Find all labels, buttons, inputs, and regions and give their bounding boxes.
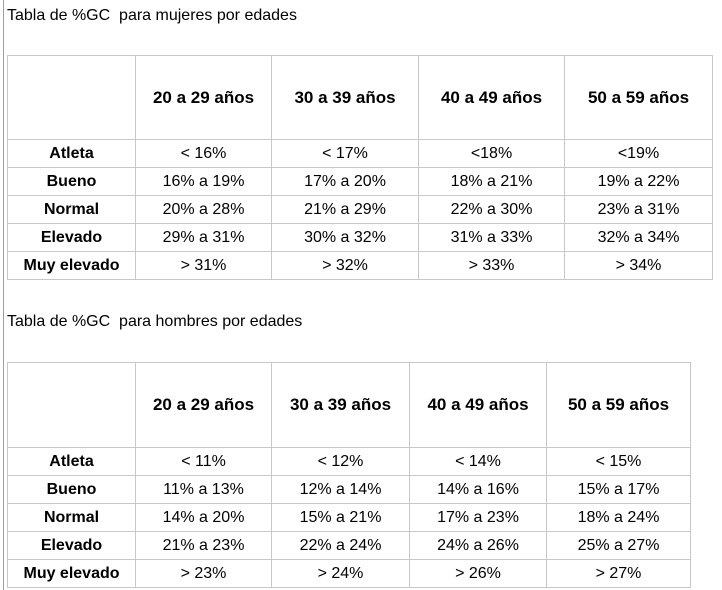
- table-cell: < 14%: [409, 447, 547, 476]
- table-row: Elevado 21% a 23% 22% a 24% 24% a 26% 25…: [7, 531, 691, 560]
- row-label: Bueno: [7, 167, 136, 196]
- table-cell: > 23%: [135, 559, 272, 588]
- table-cell: 11% a 13%: [135, 475, 272, 504]
- row-label: Muy elevado: [7, 251, 136, 280]
- table-cell: < 12%: [271, 447, 410, 476]
- table-cell: <18%: [418, 139, 565, 168]
- table-row: Elevado 29% a 31% 30% a 32% 31% a 33% 32…: [7, 223, 713, 252]
- table-cell: 22% a 30%: [418, 195, 565, 224]
- table-header-row: 20 a 29 años 30 a 39 años 40 a 49 años 5…: [7, 362, 691, 448]
- table-row: Muy elevado > 23% > 24% > 26% > 27%: [7, 559, 691, 588]
- header-age-50-59: 50 a 59 años: [546, 362, 691, 448]
- table-cell: > 34%: [564, 251, 713, 280]
- header-age-30-39: 30 a 39 años: [271, 55, 419, 140]
- header-age-40-49: 40 a 49 años: [409, 362, 547, 448]
- table-cell: 18% a 24%: [546, 503, 691, 532]
- header-age-20-29: 20 a 29 años: [135, 55, 272, 140]
- table-cell: 21% a 23%: [135, 531, 272, 560]
- women-table-caption: Tabla de %GC para mujeres por edades: [7, 7, 297, 24]
- men-table-caption: Tabla de %GC para hombres por edades: [7, 313, 303, 330]
- table-cell: <19%: [564, 139, 713, 168]
- table-row: Atleta < 11% < 12% < 14% < 15%: [7, 447, 691, 476]
- table-cell: 22% a 24%: [271, 531, 410, 560]
- row-label: Elevado: [7, 223, 136, 252]
- table-cell: 17% a 23%: [409, 503, 547, 532]
- row-label: Elevado: [7, 531, 136, 560]
- table-cell: 21% a 29%: [271, 195, 419, 224]
- table-header-row: 20 a 29 años 30 a 39 años 40 a 49 años 5…: [7, 55, 713, 140]
- table-cell: 29% a 31%: [135, 223, 272, 252]
- table-cell: 18% a 21%: [418, 167, 565, 196]
- table-cell: > 26%: [409, 559, 547, 588]
- table-cell: < 15%: [546, 447, 691, 476]
- row-label: Normal: [7, 195, 136, 224]
- table-row: Normal 14% a 20% 15% a 21% 17% a 23% 18%…: [7, 503, 691, 532]
- table-cell: > 27%: [546, 559, 691, 588]
- table-cell: 16% a 19%: [135, 167, 272, 196]
- table-cell: 25% a 27%: [546, 531, 691, 560]
- table-cell: 32% a 34%: [564, 223, 713, 252]
- header-corner-cell: [7, 55, 136, 140]
- table-row: Muy elevado > 31% > 32% > 33% > 34%: [7, 251, 713, 280]
- table-cell: 12% a 14%: [271, 475, 410, 504]
- row-label: Bueno: [7, 475, 136, 504]
- women-body-fat-table: 20 a 29 años 30 a 39 años 40 a 49 años 5…: [7, 55, 713, 280]
- row-label: Muy elevado: [7, 559, 136, 588]
- table-cell: 14% a 20%: [135, 503, 272, 532]
- table-cell: 31% a 33%: [418, 223, 565, 252]
- men-body-fat-table: 20 a 29 años 30 a 39 años 40 a 49 años 5…: [7, 362, 691, 588]
- table-row: Atleta < 16% < 17% <18% <19%: [7, 139, 713, 168]
- table-cell: 15% a 21%: [271, 503, 410, 532]
- table-cell: 17% a 20%: [271, 167, 419, 196]
- row-label: Atleta: [7, 139, 136, 168]
- header-age-20-29: 20 a 29 años: [135, 362, 272, 448]
- table-cell: > 31%: [135, 251, 272, 280]
- table-cell: 14% a 16%: [409, 475, 547, 504]
- table-row: Normal 20% a 28% 21% a 29% 22% a 30% 23%…: [7, 195, 713, 224]
- table-cell: 15% a 17%: [546, 475, 691, 504]
- header-age-30-39: 30 a 39 años: [271, 362, 410, 448]
- table-cell: 24% a 26%: [409, 531, 547, 560]
- header-age-50-59: 50 a 59 años: [564, 55, 713, 140]
- table-cell: 20% a 28%: [135, 195, 272, 224]
- table-cell: > 24%: [271, 559, 410, 588]
- table-cell: < 16%: [135, 139, 272, 168]
- table-row: Bueno 11% a 13% 12% a 14% 14% a 16% 15% …: [7, 475, 691, 504]
- table-cell: < 11%: [135, 447, 272, 476]
- table-cell: 30% a 32%: [271, 223, 419, 252]
- table-row: Bueno 16% a 19% 17% a 20% 18% a 21% 19% …: [7, 167, 713, 196]
- table-cell: 19% a 22%: [564, 167, 713, 196]
- header-age-40-49: 40 a 49 años: [418, 55, 565, 140]
- page-left-rule: [3, 0, 4, 590]
- table-cell: 23% a 31%: [564, 195, 713, 224]
- table-cell: < 17%: [271, 139, 419, 168]
- header-corner-cell: [7, 362, 136, 448]
- table-cell: > 32%: [271, 251, 419, 280]
- table-cell: > 33%: [418, 251, 565, 280]
- row-label: Normal: [7, 503, 136, 532]
- row-label: Atleta: [7, 447, 136, 476]
